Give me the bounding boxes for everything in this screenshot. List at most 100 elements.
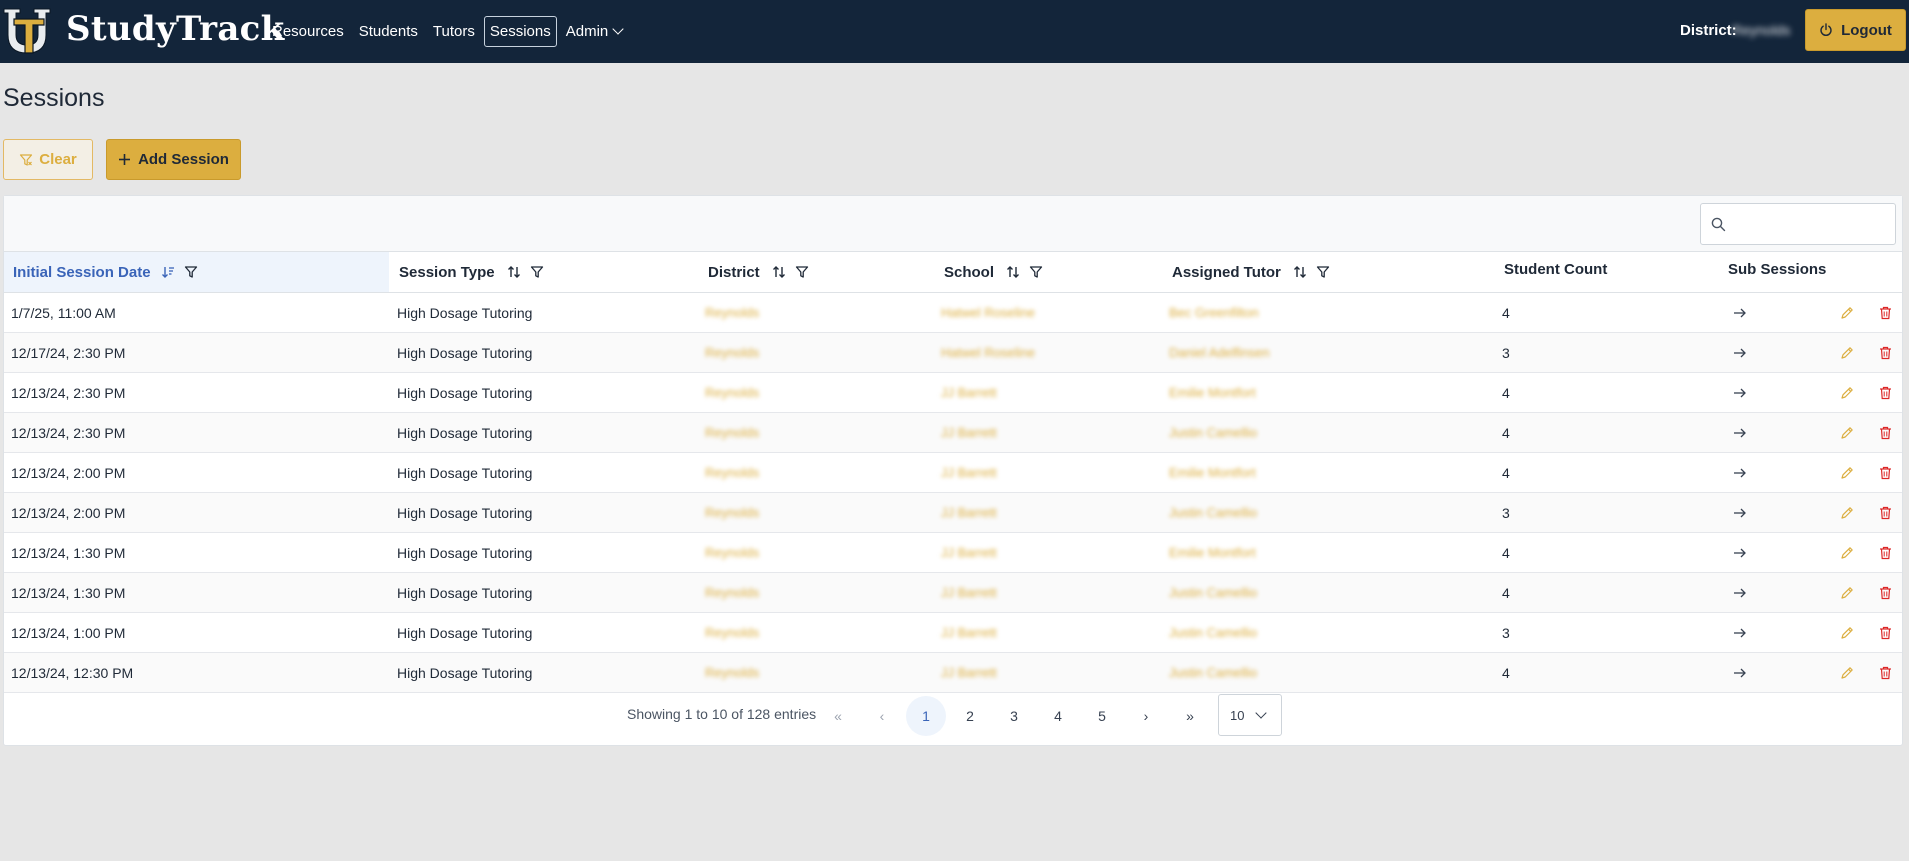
first-page-button[interactable]: «	[834, 708, 842, 724]
trash-icon[interactable]	[1879, 533, 1892, 572]
cell-assigned-tutor[interactable]: Bec Greenfilton	[1169, 305, 1259, 320]
table-row[interactable]: 12/13/24, 2:00 PM High Dosage Tutoring Rey…	[4, 493, 1902, 533]
cell-assigned-tutor[interactable]: Justin Camellio	[1169, 505, 1258, 520]
ut-monogram-icon[interactable]	[0, 3, 54, 59]
trash-icon[interactable]	[1879, 333, 1892, 372]
sort-icon[interactable]	[507, 265, 521, 279]
pencil-icon[interactable]	[1840, 533, 1854, 572]
nav-sessions[interactable]: Sessions	[483, 16, 557, 47]
nav-students[interactable]: Students	[358, 23, 418, 40]
cell-school[interactable]: JJ Barrett	[941, 585, 997, 600]
cell-district[interactable]: Reynolds	[705, 665, 760, 680]
pencil-icon[interactable]	[1840, 333, 1854, 372]
page-3-button[interactable]: 3	[1010, 708, 1018, 724]
page-2-button[interactable]: 2	[966, 708, 974, 724]
col-school[interactable]: School	[944, 252, 1043, 292]
table-row[interactable]: 12/13/24, 1:30 PM High Dosage Tutoring Rey…	[4, 573, 1902, 613]
cell-school[interactable]: JJ Barrett	[941, 385, 997, 400]
arrow-right-icon[interactable]	[1733, 573, 1747, 612]
app-brand[interactable]: StudyTrack	[66, 9, 285, 49]
cell-assigned-tutor[interactable]: Justin Camellio	[1169, 625, 1258, 640]
cell-school[interactable]: JJ Barrett	[941, 505, 997, 520]
arrow-right-icon[interactable]	[1733, 413, 1747, 452]
cell-school[interactable]: JJ Barrett	[941, 425, 997, 440]
trash-icon[interactable]	[1879, 453, 1892, 492]
cell-district[interactable]: Reynolds	[705, 545, 760, 560]
pencil-icon[interactable]	[1840, 293, 1854, 332]
cell-district[interactable]: Reynolds	[705, 345, 760, 360]
table-row[interactable]: 1/7/25, 11:00 AM High Dosage Tutoring Reyn…	[4, 293, 1902, 333]
filter-icon[interactable]	[1029, 265, 1043, 279]
cell-school[interactable]: Hatwel Roseline	[941, 345, 1035, 360]
cell-school[interactable]: JJ Barrett	[941, 665, 997, 680]
rows-per-page-select[interactable]: 10	[1218, 694, 1282, 736]
sort-icon[interactable]	[1006, 265, 1020, 279]
cell-district[interactable]: Reynolds	[705, 505, 760, 520]
trash-icon[interactable]	[1879, 293, 1892, 332]
last-page-button[interactable]: »	[1186, 708, 1194, 724]
table-row[interactable]: 12/13/24, 2:30 PM High Dosage Tutoring Rey…	[4, 413, 1902, 453]
trash-icon[interactable]	[1879, 653, 1892, 692]
cell-assigned-tutor[interactable]: Emilie Montfort	[1169, 465, 1256, 480]
cell-district[interactable]: Reynolds	[705, 425, 760, 440]
cell-assigned-tutor[interactable]: Emilie Montfort	[1169, 545, 1256, 560]
page-1-button[interactable]: 1	[906, 696, 946, 736]
cell-school[interactable]: JJ Barrett	[941, 625, 997, 640]
col-initial-session-date[interactable]: Initial Session Date	[4, 252, 389, 292]
page-5-button[interactable]: 5	[1098, 708, 1106, 724]
cell-assigned-tutor[interactable]: Justin Camellio	[1169, 425, 1258, 440]
cell-district[interactable]: Reynolds	[705, 465, 760, 480]
arrow-right-icon[interactable]	[1733, 613, 1747, 652]
table-row[interactable]: 12/13/24, 1:00 PM High Dosage Tutoring Rey…	[4, 613, 1902, 653]
table-row[interactable]: 12/13/24, 12:30 PM High Dosage Tutoring Re…	[4, 653, 1902, 693]
filter-icon[interactable]	[795, 265, 809, 279]
cell-school[interactable]: JJ Barrett	[941, 465, 997, 480]
clear-filters-button[interactable]: Clear	[3, 139, 93, 180]
table-row[interactable]: 12/13/24, 2:30 PM High Dosage Tutoring Rey…	[4, 373, 1902, 413]
arrow-right-icon[interactable]	[1733, 453, 1747, 492]
pencil-icon[interactable]	[1840, 373, 1854, 412]
logout-button[interactable]: Logout	[1805, 9, 1906, 51]
search-field[interactable]	[1700, 203, 1896, 245]
col-session-type[interactable]: Session Type	[399, 252, 544, 292]
cell-district[interactable]: Reynolds	[705, 625, 760, 640]
col-district[interactable]: District	[708, 252, 809, 292]
arrow-right-icon[interactable]	[1733, 373, 1747, 412]
arrow-right-icon[interactable]	[1733, 333, 1747, 372]
pencil-icon[interactable]	[1840, 413, 1854, 452]
add-session-button[interactable]: Add Session	[106, 139, 241, 180]
arrow-right-icon[interactable]	[1733, 493, 1747, 532]
cell-district[interactable]: Reynolds	[705, 305, 760, 320]
nav-tutors[interactable]: Tutors	[432, 23, 475, 40]
trash-icon[interactable]	[1879, 413, 1892, 452]
arrow-right-icon[interactable]	[1733, 533, 1747, 572]
pencil-icon[interactable]	[1840, 573, 1854, 612]
trash-icon[interactable]	[1879, 573, 1892, 612]
cell-school[interactable]: JJ Barrett	[941, 545, 997, 560]
cell-district[interactable]: Reynolds	[705, 585, 760, 600]
sort-icon[interactable]	[1293, 265, 1307, 279]
sort-descending-icon[interactable]	[161, 265, 175, 279]
cell-assigned-tutor[interactable]: Justin Camellio	[1169, 665, 1258, 680]
filter-icon[interactable]	[184, 265, 198, 279]
pencil-icon[interactable]	[1840, 613, 1854, 652]
search-input[interactable]	[1733, 212, 1888, 236]
table-row[interactable]: 12/13/24, 2:00 PM High Dosage Tutoring Rey…	[4, 453, 1902, 493]
table-row[interactable]: 12/13/24, 1:30 PM High Dosage Tutoring Rey…	[4, 533, 1902, 573]
pencil-icon[interactable]	[1840, 493, 1854, 532]
cell-assigned-tutor[interactable]: Justin Camellio	[1169, 585, 1258, 600]
sort-icon[interactable]	[772, 265, 786, 279]
page-4-button[interactable]: 4	[1054, 708, 1062, 724]
filter-icon[interactable]	[530, 265, 544, 279]
pencil-icon[interactable]	[1840, 453, 1854, 492]
pencil-icon[interactable]	[1840, 653, 1854, 692]
cell-school[interactable]: Hatwel Roseline	[941, 305, 1035, 320]
trash-icon[interactable]	[1879, 493, 1892, 532]
cell-assigned-tutor[interactable]: Emilie Montfort	[1169, 385, 1256, 400]
trash-icon[interactable]	[1879, 613, 1892, 652]
filter-icon[interactable]	[1316, 265, 1330, 279]
cell-assigned-tutor[interactable]: Daniel Adelfinsen	[1169, 345, 1270, 360]
table-row[interactable]: 12/17/24, 2:30 PM High Dosage Tutoring Rey…	[4, 333, 1902, 373]
next-page-button[interactable]: ›	[1143, 708, 1149, 724]
arrow-right-icon[interactable]	[1733, 653, 1747, 692]
